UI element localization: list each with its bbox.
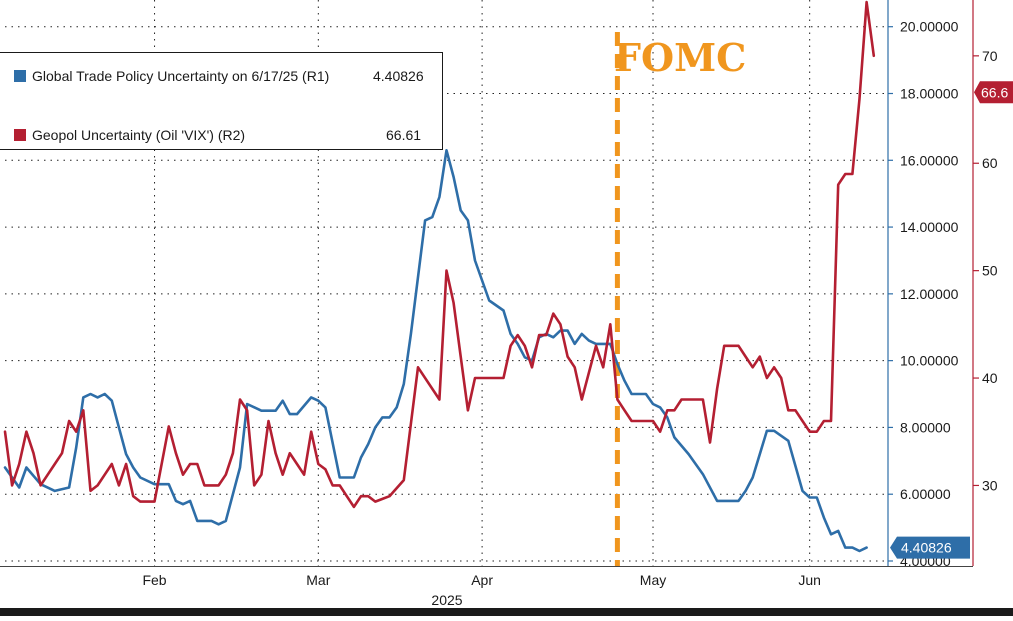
x-tick-label: Feb	[142, 572, 166, 588]
badge-layer: 4.40826 66.6	[890, 81, 1013, 559]
legend-row-trade-policy: Global Trade Policy Uncertainty on 6/17/…	[0, 66, 443, 86]
r1-tick-label: 6.00000	[900, 486, 951, 502]
r2-last-value-badge	[974, 81, 1013, 104]
r1-tick-label: 18.00000	[900, 85, 959, 101]
r1-tick-label: 10.00000	[900, 353, 959, 369]
r2-last-value-text: 66.6	[981, 84, 1008, 100]
series-geopol-line	[3, 0, 876, 509]
x-tick-label: May	[640, 572, 666, 588]
r1-last-value-badge	[890, 536, 970, 559]
legend: Global Trade Policy Uncertainty on 6/17/…	[0, 52, 443, 150]
legend-swatch-trade-policy	[14, 70, 26, 82]
r1-tick-label: 16.00000	[900, 152, 959, 168]
xlabel-layer: Feb Mar Apr May Jun 2025	[142, 572, 820, 608]
series-trade-policy-line	[3, 149, 868, 553]
r1-last-value-text: 4.40826	[901, 540, 952, 556]
x-tick-label: Mar	[306, 572, 330, 588]
r2-tick-label: 60	[982, 155, 998, 171]
legend-label-trade-policy: Global Trade Policy Uncertainty on 6/17/…	[32, 68, 330, 84]
legend-row-geopol: Geopol Uncertainty (Oil 'VIX') (R2) 66.6…	[0, 125, 443, 145]
r2-tick-label: 50	[982, 263, 998, 279]
x-axis-year-label: 2025	[431, 592, 462, 608]
r1-tick-label: 20.00000	[900, 19, 959, 35]
legend-value-geopol: 66.61	[386, 127, 422, 143]
r1-tick-label: 8.00000	[900, 419, 951, 435]
r2-tick-label: 70	[982, 48, 998, 64]
axis-layer: 4.000006.000008.0000010.0000012.0000014.…	[0, 0, 998, 569]
fomc-annotation-label: FOMC	[614, 35, 747, 80]
series-layer	[3, 0, 876, 553]
legend-swatch-geopol	[14, 129, 26, 141]
r2-tick-label: 40	[982, 370, 998, 386]
x-tick-label: Jun	[798, 572, 821, 588]
r2-tick-label: 30	[982, 477, 998, 493]
legend-label-geopol: Geopol Uncertainty (Oil 'VIX') (R2)	[32, 127, 246, 143]
x-tick-label: Apr	[471, 572, 493, 588]
r1-tick-label: 12.00000	[900, 286, 959, 302]
r1-tick-label: 14.00000	[900, 219, 959, 235]
legend-value-trade-policy: 4.40826	[373, 68, 424, 84]
bottom-frame	[0, 608, 1013, 616]
grid-layer	[5, 0, 888, 566]
